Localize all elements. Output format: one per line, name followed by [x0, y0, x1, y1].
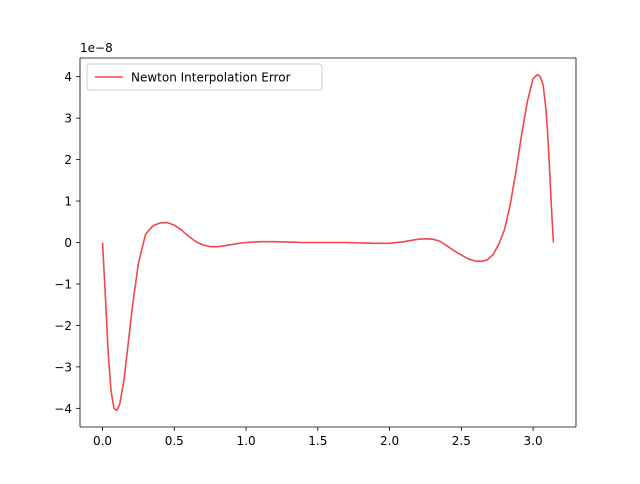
x-tick-label: 2.5	[452, 434, 471, 448]
x-tick-label: 3.0	[524, 434, 543, 448]
y-tick-label: −1	[54, 277, 72, 291]
y-tick-label: 4	[64, 70, 72, 84]
legend-frame	[86, 63, 323, 91]
y-tick-label: 2	[64, 153, 72, 167]
y-tick-label: 1	[64, 195, 72, 209]
legend-label: Newton Interpolation Error	[131, 71, 291, 85]
plot-area	[101, 73, 555, 412]
y-tick-label: −2	[54, 319, 72, 333]
series-line-0	[101, 73, 555, 412]
legend: Newton Interpolation Error	[86, 63, 323, 91]
x-tick-label: 0.0	[93, 434, 112, 448]
x-tick-label: 1.5	[308, 434, 327, 448]
y-tick-label: −4	[54, 402, 72, 416]
y-tick-label: −3	[54, 360, 72, 374]
y-scale-label: 1e−8	[80, 41, 113, 55]
ticks: 0.0 0.5 1.0 1.5 2.0 2.5 3.0 −4 −3 −2 −1 0 1 2 3 4	[54, 70, 542, 448]
y-tick-label: 3	[64, 112, 72, 126]
y-tick-label: 0	[64, 236, 72, 250]
x-tick-label: 2.0	[380, 434, 399, 448]
x-tick-label: 0.5	[165, 434, 184, 448]
x-tick-label: 1.0	[237, 434, 256, 448]
